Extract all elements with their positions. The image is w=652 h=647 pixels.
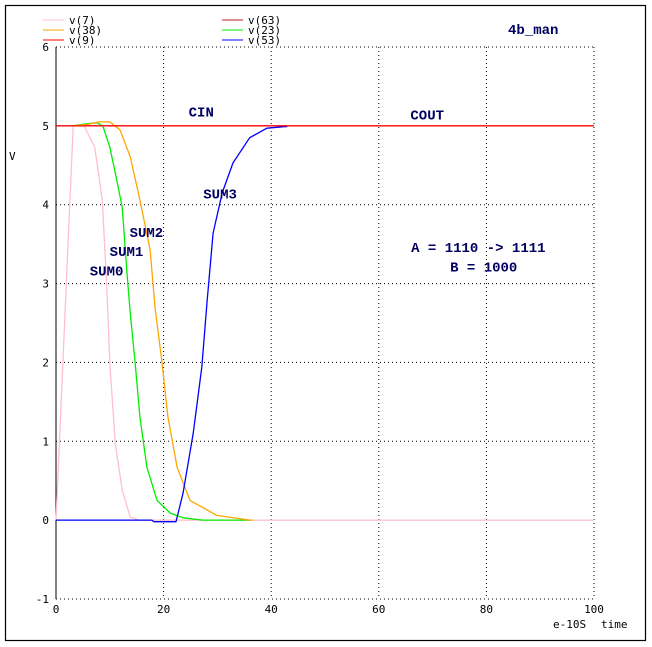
x-tick-label: 60 bbox=[372, 603, 385, 616]
legend-label: v(23) bbox=[248, 24, 281, 37]
y-tick-label: 3 bbox=[42, 278, 49, 291]
y-tick-label: 4 bbox=[42, 199, 49, 212]
legend-label: v(63) bbox=[248, 14, 281, 27]
frame bbox=[4, 4, 647, 642]
y-tick-label: 1 bbox=[42, 435, 49, 448]
y-axis-label: V bbox=[9, 150, 16, 163]
tick-labels: 0 20 40 60 80 100 6 5 4 3 2 1 0 -1 bbox=[36, 41, 604, 616]
series-line-v53 bbox=[56, 125, 288, 523]
x-tick-label: 0 bbox=[53, 603, 60, 616]
x-tick-label: 80 bbox=[480, 603, 493, 616]
annotation-label: SUM1 bbox=[110, 245, 144, 261]
annotation-label: COUT bbox=[410, 109, 444, 125]
x-tick-label: 40 bbox=[265, 603, 278, 616]
x-axis-label: time bbox=[601, 618, 628, 631]
chart-title: 4b_man bbox=[508, 23, 558, 39]
legend-label: v(53) bbox=[248, 34, 281, 47]
y-tick-label: -1 bbox=[36, 593, 49, 606]
annotations: CIN COUT SUM3 SUM2 SUM1 SUM0 A = 1110 -> 1111 B… bbox=[90, 105, 546, 280]
series-line-v38 bbox=[72, 121, 253, 521]
series-lines bbox=[55, 121, 594, 523]
legend-label: v(7) bbox=[69, 14, 96, 27]
annotation-label: SUM2 bbox=[130, 226, 164, 242]
y-tick-label: 5 bbox=[42, 120, 49, 133]
annotation-label: CIN bbox=[189, 105, 214, 121]
y-tick-label: 2 bbox=[42, 356, 49, 369]
legend: v(7)v(38)v(9) v(63)v(23)v(53) bbox=[43, 14, 281, 47]
x-tick-label: 100 bbox=[584, 603, 604, 616]
x-unit-label: e-10S bbox=[553, 618, 586, 631]
annotation-label: SUM0 bbox=[90, 265, 124, 281]
legend-label: v(38) bbox=[69, 24, 102, 37]
y-tick-label: 0 bbox=[42, 514, 49, 527]
x-tick-label: 20 bbox=[157, 603, 170, 616]
series-line-v23 bbox=[72, 122, 250, 521]
annotation-label: SUM3 bbox=[203, 187, 237, 203]
y-tick-label: 6 bbox=[42, 41, 49, 54]
annotation-label: B = 1000 bbox=[450, 261, 517, 277]
legend-label: v(9) bbox=[69, 34, 96, 47]
annotation-label: A = 1110 -> 1111 bbox=[411, 241, 545, 257]
